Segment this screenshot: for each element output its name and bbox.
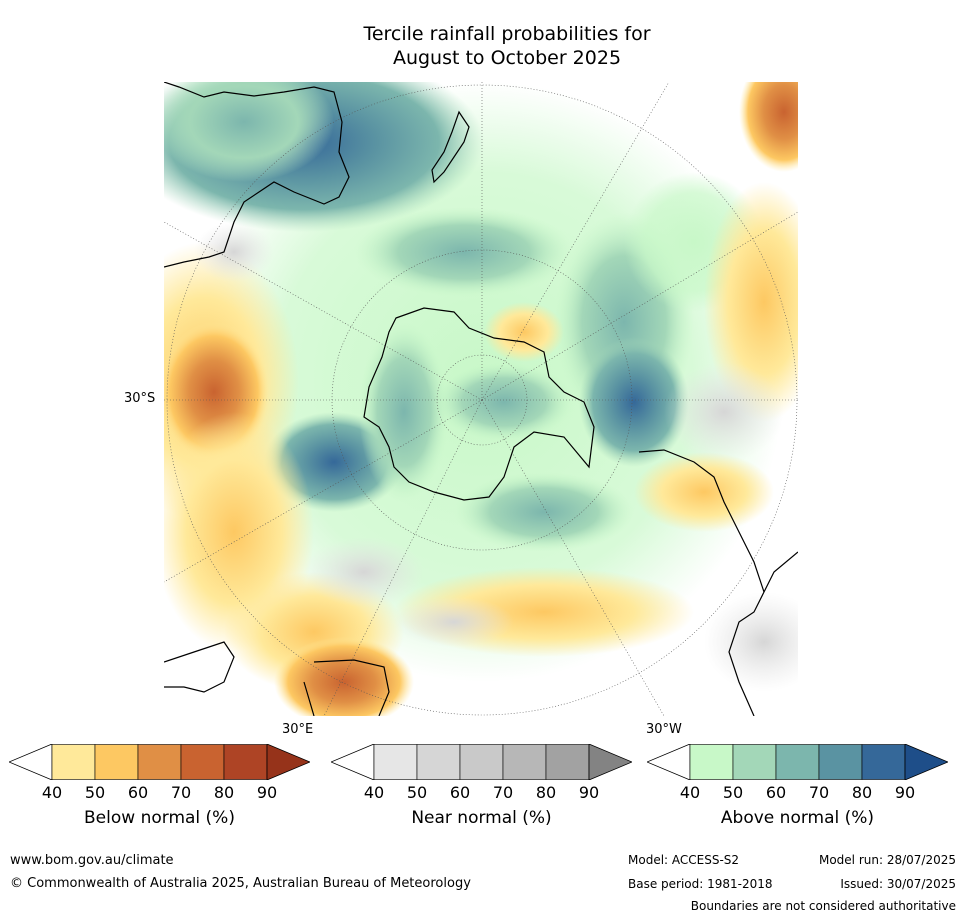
colorbar-tick-label: 70 — [808, 783, 830, 802]
colorbar-tick-label: 90 — [894, 783, 916, 802]
colorbar-segment — [818, 744, 863, 780]
colorbar-title: Above normal (%) — [720, 808, 875, 828]
australia-outline — [164, 82, 350, 268]
lon-label-30w: 30°W — [646, 722, 682, 737]
colorbar-segment — [732, 744, 777, 780]
colorbar-segment — [94, 744, 139, 780]
africa-outline — [164, 641, 390, 716]
colorbar-segment — [180, 744, 225, 780]
colorbar-tick-label: 80 — [851, 783, 873, 802]
colorbar-tick-label: 70 — [170, 783, 192, 802]
coastlines — [164, 82, 798, 716]
colorbar-tick-label: 40 — [41, 783, 63, 802]
colorbar-segment — [137, 744, 182, 780]
colorbar-tick-label: 40 — [679, 783, 701, 802]
colorbar-segment — [373, 744, 418, 780]
copyright-text: © Commonwealth of Australia 2025, Austra… — [10, 876, 471, 891]
title-line-2: August to October 2025 — [392, 47, 622, 69]
colorbar-segment — [459, 744, 504, 780]
base-period: Base period: 1981-2018 — [628, 877, 773, 891]
colorbar-tick-label: 40 — [363, 783, 385, 802]
colorbar-extend-low — [9, 744, 53, 780]
colorbar-extend-high — [266, 744, 310, 780]
colorbar-tick-label: 80 — [213, 783, 235, 802]
colorbar-segment — [861, 744, 906, 780]
colorbar-above-normal — [647, 744, 948, 780]
colorbar-tick-label: 50 — [406, 783, 428, 802]
lat-label-30s: 30°S — [124, 391, 156, 406]
colorbar-tick-label: 60 — [449, 783, 471, 802]
map-title: Tercile rainfall probabilities for Augus… — [0, 22, 965, 70]
website-link[interactable]: www.bom.gov.au/climate — [10, 853, 174, 868]
model-run-date: Model run: 28/07/2025 — [818, 853, 956, 867]
colorbar-tick-label: 50 — [84, 783, 106, 802]
colorbar-segment — [545, 744, 590, 780]
colorbar-tick-label: 70 — [492, 783, 514, 802]
issued-date: Issued: 30/07/2025 — [840, 877, 956, 891]
rainfall-probability-map — [164, 82, 798, 716]
colorbar-segment — [51, 744, 96, 780]
colorbar-segment — [416, 744, 461, 780]
colorbar-extend-high — [904, 744, 948, 780]
model-name: Model: ACCESS-S2 — [628, 853, 740, 867]
lon-label-30e: 30°E — [282, 722, 314, 737]
colorbar-tick-label: 80 — [535, 783, 557, 802]
colorbar-title: Below normal (%) — [84, 808, 235, 828]
colorbar-tick-label: 60 — [765, 783, 787, 802]
colorbar-tick-label: 90 — [256, 783, 278, 802]
colorbar-tick-label: 50 — [722, 783, 744, 802]
new-zealand-outline — [431, 110, 470, 184]
colorbar-segment — [689, 744, 734, 780]
colorbar-segment — [775, 744, 820, 780]
probability-shading — [164, 82, 798, 716]
boundary-disclaimer: Boundaries are not considered authoritat… — [690, 899, 956, 913]
colorbar-tick-label: 90 — [578, 783, 600, 802]
colorbar-extend-low — [331, 744, 375, 780]
colorbar-near-normal — [331, 744, 632, 780]
colorbar-below-normal — [9, 744, 310, 780]
antarctica-outline — [363, 307, 595, 501]
colorbar-segment — [223, 744, 268, 780]
colorbar-extend-low — [647, 744, 691, 780]
colorbar-title: Near normal (%) — [411, 808, 552, 828]
colorbar-segment — [502, 744, 547, 780]
colorbar-extend-high — [588, 744, 632, 780]
south-america-outline — [638, 449, 798, 716]
title-line-1: Tercile rainfall probabilities for — [363, 23, 651, 45]
colorbar-tick-label: 60 — [127, 783, 149, 802]
